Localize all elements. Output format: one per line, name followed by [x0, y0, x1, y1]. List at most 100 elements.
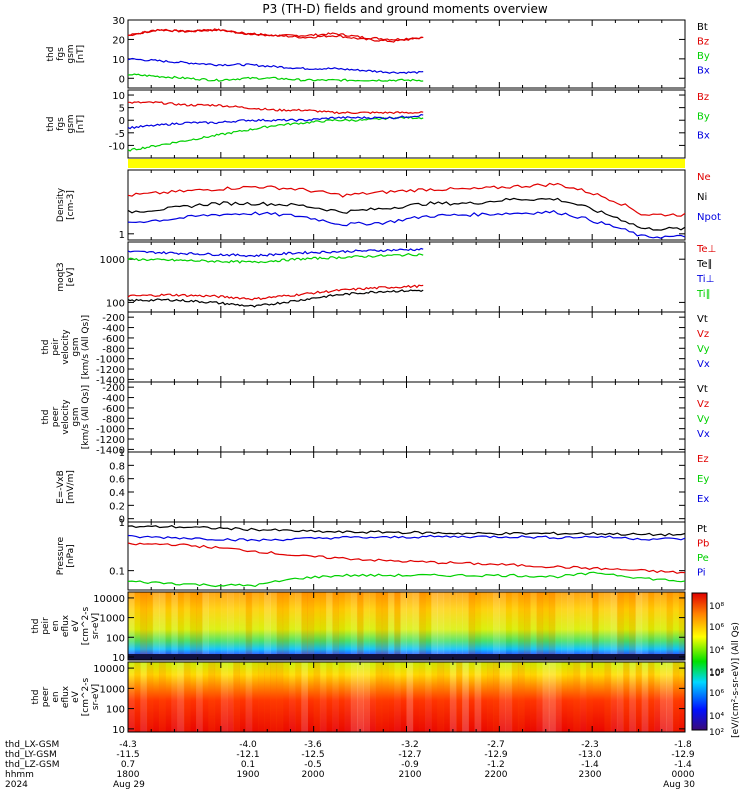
y-axis-label: [km/s (All Qs)] [81, 315, 91, 379]
legend-entry: Bx [697, 66, 710, 77]
spectrogram-stripe [332, 662, 339, 732]
y-axis-label: thd [41, 410, 51, 425]
y-tick-label: -1200 [96, 365, 125, 376]
y-axis-label: gsm [66, 114, 76, 133]
x-tick-value: 2100 [399, 770, 422, 780]
spectrogram-stripe [189, 662, 197, 732]
y-axis-label: fgs [56, 117, 66, 131]
spectrogram-stripe [381, 662, 389, 732]
spectrogram-stripe [146, 592, 154, 660]
y-axis-label: [nT] [76, 45, 86, 63]
y-axis-label: eflux [61, 614, 71, 637]
x-tick-value: -1.2 [487, 760, 505, 770]
spectrogram-stripe [251, 662, 259, 732]
y-axis-label: velocity [61, 329, 71, 365]
spectrogram-stripe [462, 592, 469, 660]
series-line-By [127, 57, 424, 75]
spectrogram-stripe [350, 592, 358, 660]
panel-frame [127, 521, 686, 591]
panel-3: 1 Density [cm-3] Ne Ni Npot [56, 169, 721, 241]
colorbar-label: [eV/(cm²-s-sr-eV)] (All Qs) [731, 622, 741, 738]
spectrogram-stripe [363, 592, 370, 660]
series-line-Bz [128, 101, 424, 115]
spectrogram-stripe [647, 662, 655, 732]
legend-entry: Te∥ [696, 259, 713, 270]
legend-entry: Ti∥ [696, 289, 711, 300]
spectrogram-stripe [548, 662, 556, 732]
y-tick-label: 5 [119, 104, 125, 115]
spectrogram-stripe [499, 662, 507, 732]
x-tick-value: -0.9 [401, 760, 419, 770]
spectrogram-stripe [505, 592, 513, 660]
spectrogram-stripe [344, 592, 352, 660]
y-axis-label: thd [46, 47, 56, 62]
y-axis-label: thd [41, 340, 51, 355]
spectrogram-stripe [158, 662, 166, 732]
spectrogram-stripe [517, 592, 525, 660]
spectrogram-stripe [499, 592, 507, 660]
y-tick-label: 0 [119, 116, 125, 127]
legend-entry: Pb [697, 539, 709, 550]
spectrogram-stripe [629, 592, 636, 660]
y-axis-label: Pressure [56, 536, 66, 575]
legend-entry: Pe [697, 553, 709, 564]
spectrogram-stripe [437, 662, 445, 732]
y-tick-label: 10 [112, 91, 125, 102]
y-tick-label: -1400 [96, 375, 125, 386]
x-tick-value: -2.3 [581, 740, 599, 750]
series-line-Pe [127, 571, 686, 588]
y-tick-label: 10000 [93, 594, 125, 605]
series-line-Bx [127, 113, 424, 130]
spectrogram-stripe [282, 662, 290, 732]
spectrogram-stripe [394, 592, 401, 660]
spectrogram-stripe [493, 592, 500, 660]
spectrogram [128, 592, 685, 660]
spectrogram-stripe [542, 592, 550, 660]
y-tick-label: -800 [102, 414, 125, 425]
y-tick-label: 1000 [100, 684, 125, 695]
panel-10: 10 100 1000 10000 thd peer en eflux eV [cm^2-s sr-… [31, 661, 686, 736]
x-tick-value: -2.7 [487, 740, 505, 750]
spectrogram-stripe [480, 662, 488, 732]
spectrogram-stripe [146, 662, 154, 732]
y-tick-label: 100 [106, 633, 125, 644]
spectrogram-stripe [418, 592, 426, 660]
x-tick-value: -1.8 [674, 740, 692, 750]
legend-entry: Vy [697, 414, 710, 425]
panel-4: 100 1000 moqt3 [eV] Te⊥ Te∥ Ti⊥ Ti∥ [56, 241, 716, 313]
spectrogram-stripe [678, 592, 686, 660]
y-axis-label: peir [41, 617, 51, 635]
y-axis-label: thd [31, 619, 41, 634]
spectrogram-stripe [437, 592, 445, 660]
spectrogram-stripe [493, 662, 500, 732]
spectrogram-stripe [344, 662, 352, 732]
y-axis-label: peer [51, 406, 61, 427]
spectrogram-stripe [319, 592, 327, 660]
spectrogram-stripe [598, 592, 606, 660]
spectrogram-stripe [468, 592, 476, 660]
spectrogram-stripe [536, 662, 544, 732]
panel-2: -10-5 05 10 thd fgs gsm [nT] Bz By Bx [46, 89, 710, 159]
y-tick-label: 100 [106, 298, 125, 309]
y-axis-label: gsm [71, 407, 81, 426]
y-axis-label: [nPa] [66, 544, 76, 567]
y-tick-label: 0.8 [109, 461, 125, 472]
spectrogram-stripe [660, 592, 667, 660]
y-tick-label: -1400 [96, 445, 125, 456]
y-tick-label: 1 [119, 448, 125, 459]
spectrogram-stripe [418, 662, 426, 732]
y-tick-label: 10 [112, 725, 125, 736]
colorbar-tick: 10² [709, 669, 724, 679]
spectrogram-stripe [245, 592, 253, 660]
spectrogram-stripe [381, 592, 389, 660]
spectrogram-stripe [456, 592, 463, 660]
legend-entry: Npot [697, 212, 721, 223]
y-tick-label: 1000 [100, 255, 125, 266]
series-line-Ni [127, 197, 686, 231]
spectrogram-stripe [140, 592, 148, 660]
spectrogram-stripe [486, 662, 494, 732]
spectrogram-stripe [456, 662, 463, 732]
series-line-Te⊥ [127, 284, 424, 301]
spectrogram-stripe [567, 592, 575, 660]
